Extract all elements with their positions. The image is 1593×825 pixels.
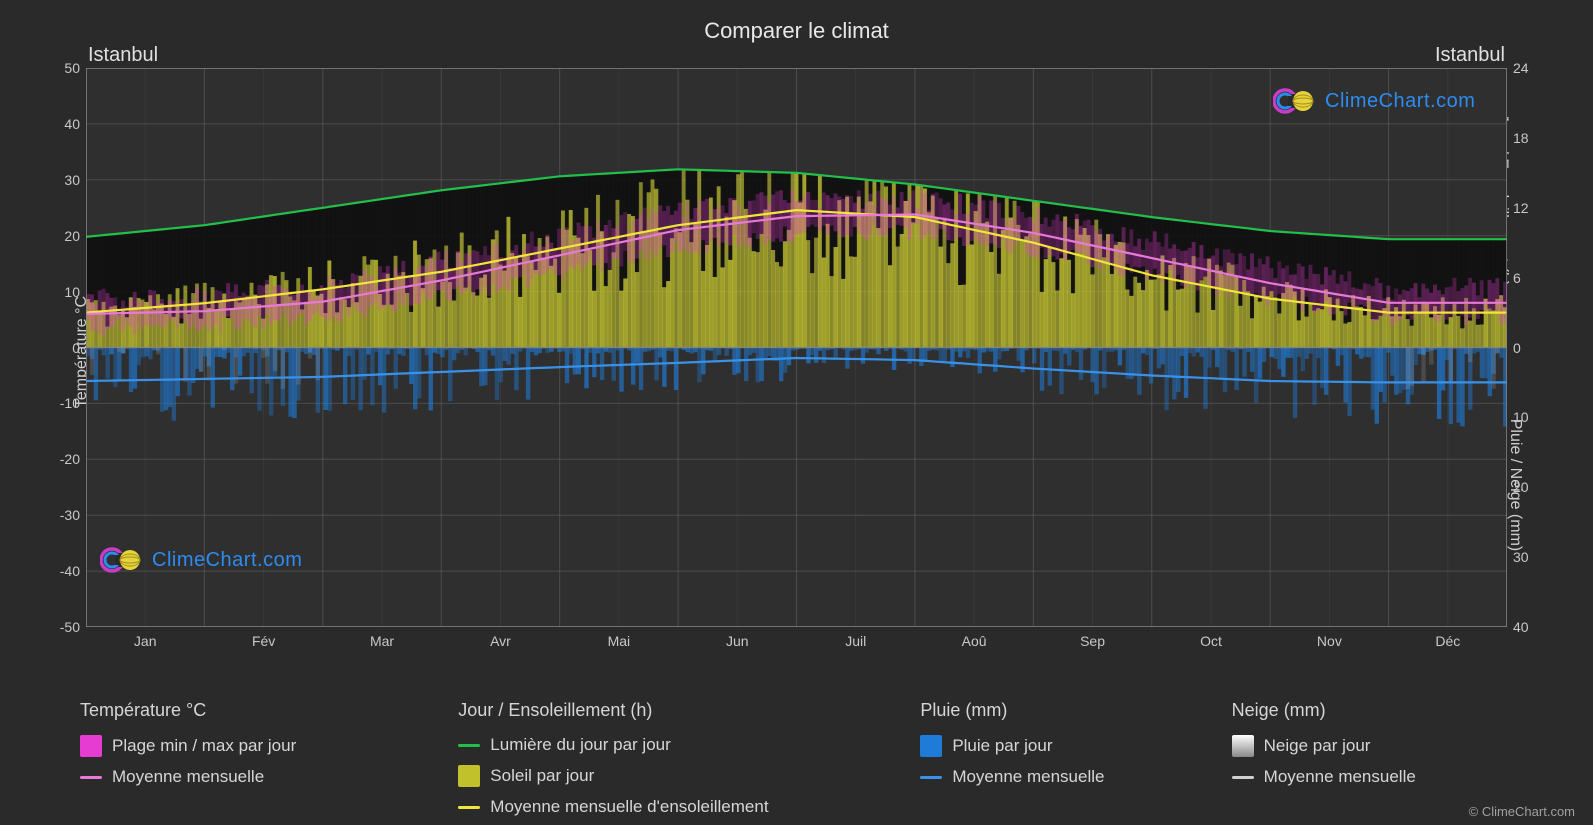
logo-icon (100, 545, 146, 575)
chart-container: Istanbul Istanbul Température °C Jour / … (40, 48, 1553, 655)
axis-tick: -10 (46, 395, 80, 411)
axis-tick: Jun (726, 633, 749, 649)
legend-heading-rain: Pluie (mm) (920, 700, 1221, 721)
logo-text: ClimeChart.com (152, 549, 302, 572)
chart-svg (86, 68, 1507, 627)
swatch-sun-mean-line (458, 806, 480, 809)
logo-icon (1273, 86, 1319, 116)
legend-label: Lumière du jour par jour (490, 735, 670, 755)
legend-label: Moyenne mensuelle d'ensoleillement (490, 797, 768, 817)
axis-tick: -50 (46, 619, 80, 635)
axis-tick: 30 (46, 172, 80, 188)
axis-tick: 12 (1513, 200, 1541, 216)
axis-tick: 20 (46, 228, 80, 244)
swatch-daylight-line (458, 744, 480, 747)
axis-tick: 40 (1513, 619, 1541, 635)
axis-tick: 10 (46, 284, 80, 300)
axis-tick: 0 (1513, 340, 1541, 356)
axis-tick: 20 (1513, 479, 1541, 495)
plot-area: 50403020100-10-20-30-40-5024181260102030… (86, 68, 1507, 627)
axis-tick: Avr (490, 633, 511, 649)
legend-label: Soleil par jour (490, 766, 594, 786)
axis-tick: Fév (252, 633, 275, 649)
legend-label: Moyenne mensuelle (952, 767, 1104, 787)
legend-item-snow-daily: Neige par jour (1232, 735, 1533, 757)
legend: Température °C Plage min / max par jour … (80, 700, 1533, 817)
swatch-snow-box (1232, 735, 1254, 757)
axis-tick: Déc (1435, 633, 1460, 649)
legend-label: Moyenne mensuelle (1264, 767, 1416, 787)
swatch-temp-range (80, 735, 102, 757)
axis-tick: 0 (46, 340, 80, 356)
legend-col-rain: Pluie (mm) Pluie par jour Moyenne mensue… (920, 700, 1221, 817)
legend-item-temp-mean: Moyenne mensuelle (80, 767, 448, 787)
axis-tick: -40 (46, 563, 80, 579)
brand-logo: ClimeChart.com (100, 545, 302, 575)
axis-tick: 6 (1513, 270, 1541, 286)
logo-text: ClimeChart.com (1325, 90, 1475, 113)
legend-col-snow: Neige (mm) Neige par jour Moyenne mensue… (1232, 700, 1533, 817)
legend-item-rain-daily: Pluie par jour (920, 735, 1221, 757)
axis-tick: Oct (1200, 633, 1222, 649)
swatch-snow-mean-line (1232, 776, 1254, 779)
swatch-temp-mean-line (80, 776, 102, 779)
swatch-rain-mean-line (920, 776, 942, 779)
legend-item-rain-mean: Moyenne mensuelle (920, 767, 1221, 787)
axis-tick: Jan (134, 633, 157, 649)
legend-heading-day: Jour / Ensoleillement (h) (458, 700, 910, 721)
legend-item-sun-mean: Moyenne mensuelle d'ensoleillement (458, 797, 910, 817)
copyright-text: © ClimeChart.com (1469, 804, 1575, 819)
axis-tick: Aoû (962, 633, 987, 649)
legend-col-temp: Température °C Plage min / max par jour … (80, 700, 448, 817)
legend-heading-temp: Température °C (80, 700, 448, 721)
legend-col-day: Jour / Ensoleillement (h) Lumière du jou… (458, 700, 910, 817)
legend-label: Pluie par jour (952, 736, 1052, 756)
axis-tick: Juil (845, 633, 866, 649)
chart-title: Comparer le climat (0, 0, 1593, 52)
legend-item-daylight: Lumière du jour par jour (458, 735, 910, 755)
axis-tick: Mai (608, 633, 631, 649)
city-label-right: Istanbul (1435, 44, 1505, 67)
swatch-rain-box (920, 735, 942, 757)
legend-item-snow-mean: Moyenne mensuelle (1232, 767, 1533, 787)
axis-tick: Sep (1080, 633, 1105, 649)
axis-tick: 10 (1513, 409, 1541, 425)
city-label-left: Istanbul (88, 44, 158, 67)
axis-tick: 50 (46, 60, 80, 76)
legend-item-temp-range: Plage min / max par jour (80, 735, 448, 757)
legend-heading-snow: Neige (mm) (1232, 700, 1533, 721)
axis-tick: 40 (46, 116, 80, 132)
legend-label: Moyenne mensuelle (112, 767, 264, 787)
legend-item-sun: Soleil par jour (458, 765, 910, 787)
axis-tick: -20 (46, 451, 80, 467)
axis-tick: 24 (1513, 60, 1541, 76)
axis-tick: Nov (1317, 633, 1342, 649)
legend-label: Neige par jour (1264, 736, 1371, 756)
axis-tick: Mar (370, 633, 394, 649)
legend-label: Plage min / max par jour (112, 736, 296, 756)
brand-logo: ClimeChart.com (1273, 86, 1475, 116)
axis-tick: 18 (1513, 130, 1541, 146)
axis-tick: -30 (46, 507, 80, 523)
swatch-sun-box (458, 765, 480, 787)
axis-tick: 30 (1513, 549, 1541, 565)
